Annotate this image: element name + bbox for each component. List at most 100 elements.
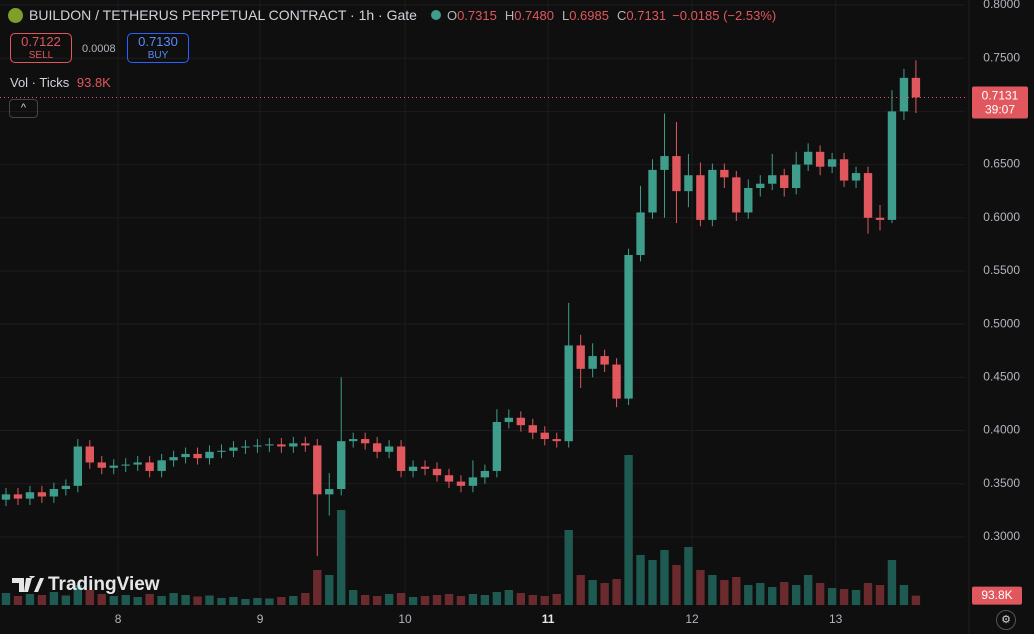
symbol-logo (8, 7, 23, 23)
y-tick-label: 0.8000 (983, 0, 1020, 11)
candle-body (492, 422, 502, 471)
candle-body (289, 443, 298, 447)
volume-bar (456, 596, 466, 605)
candle-body (73, 446, 83, 486)
volume-bar (660, 550, 669, 605)
candle-body (181, 453, 190, 458)
candle-body (193, 453, 202, 459)
ohlc-item: L0.6985 (562, 8, 609, 23)
candle-body (791, 164, 801, 188)
volume-bar (540, 596, 549, 605)
y-tick-label: 0.3000 (983, 529, 1020, 543)
volume-bar (768, 587, 777, 605)
volume-bar (241, 599, 250, 605)
volume-bar (337, 510, 346, 605)
volume-bar (624, 455, 633, 605)
ohlc-key: H (504, 7, 515, 23)
candle-body (827, 159, 837, 167)
candle-body (49, 489, 59, 497)
last-price-box (972, 86, 1028, 119)
volume-bar (720, 580, 729, 605)
volume-bar (899, 585, 909, 605)
candle-body (396, 446, 406, 471)
candle-body (61, 485, 71, 490)
candle-body (696, 175, 705, 220)
watermark-logo (12, 576, 44, 592)
y-tick-label: 0.4000 (983, 423, 1020, 437)
candle-body (325, 489, 334, 495)
candle-body (313, 445, 322, 495)
volume-bar (349, 590, 358, 605)
volume-bar (827, 588, 837, 605)
volume-bar (325, 575, 334, 605)
ohlc-key: C (616, 7, 627, 23)
volume-bar (636, 555, 645, 605)
candle-body (863, 173, 873, 218)
x-tick-label: 9 (257, 612, 264, 626)
sell-button[interactable]: 0.7122 SELL (10, 33, 72, 63)
y-tick-label: 0.7500 (983, 50, 1020, 64)
ohlc-key: O (446, 7, 458, 23)
volume-bar (708, 575, 717, 605)
candle-body (480, 470, 490, 478)
ohlc-key: L (561, 7, 570, 23)
candle-body (887, 111, 897, 220)
volume-bar (648, 560, 657, 605)
candle-body (708, 169, 717, 220)
candle-body (768, 175, 777, 184)
volume-bar (756, 583, 765, 605)
countdown-label: 39:07 (985, 103, 1015, 117)
candle-body (564, 345, 573, 442)
volume-bar (911, 595, 921, 605)
ohlc-legend: O0.7315 H0.7480 L0.6985 C0.7131 (447, 8, 666, 23)
candle-body (899, 77, 909, 112)
x-tick-label: 12 (685, 612, 699, 626)
header: BUILDON / TETHERUS PERPETUAL CONTRACT · … (8, 7, 776, 23)
volume-bar (277, 597, 286, 605)
candle-body (372, 443, 382, 452)
candle-body (720, 169, 729, 178)
candle-body (157, 460, 166, 471)
volume-bar (600, 583, 609, 605)
volume-bar (887, 560, 897, 605)
volume-bar (516, 593, 526, 605)
candle-body (408, 466, 418, 471)
volume-label-box (972, 586, 1022, 605)
candle-body (636, 212, 645, 255)
volume-bar (480, 595, 490, 605)
ohlc-value: 0.6985 (569, 7, 609, 23)
market-status (430, 10, 441, 20)
y-tick-label: 0.5500 (983, 263, 1020, 277)
volume-bar (193, 596, 202, 605)
volume-bar (684, 547, 693, 605)
volume-legend-label: Vol · Ticks (10, 75, 70, 90)
candle-body (229, 447, 238, 451)
ohlc-value: 0.7480 (514, 7, 554, 23)
y-tick-label: 0.6000 (983, 210, 1020, 224)
volume-legend-value: 93.8K (76, 75, 111, 90)
candle-body (432, 468, 442, 476)
buy-label: BUY (147, 50, 169, 61)
last-price-label: 0.7131 (982, 89, 1019, 103)
volume-bar (145, 594, 154, 605)
candle-body (217, 450, 226, 452)
symbol-title[interactable]: BUILDON / TETHERUS PERPETUAL CONTRACT · … (29, 7, 417, 23)
candle-body (600, 356, 609, 365)
candle-body (1, 494, 11, 500)
candle-body (253, 445, 262, 447)
candle-body (241, 446, 250, 448)
collapse-button[interactable]: ^ (9, 99, 38, 118)
volume-bar (37, 595, 47, 605)
ohlc-item: C0.7131 (617, 8, 666, 23)
ohlc-value: 0.7131 (626, 7, 667, 23)
volume-bar (851, 590, 861, 605)
buy-button[interactable]: 0.7130 BUY (127, 33, 189, 63)
candle-body (337, 441, 346, 490)
volume-bar (265, 598, 274, 605)
volume-bar (492, 592, 502, 605)
sell-label: SELL (28, 50, 54, 61)
candle-body (504, 417, 514, 423)
volume-bar (803, 575, 813, 605)
settings-button[interactable]: ⚙ (996, 610, 1016, 630)
